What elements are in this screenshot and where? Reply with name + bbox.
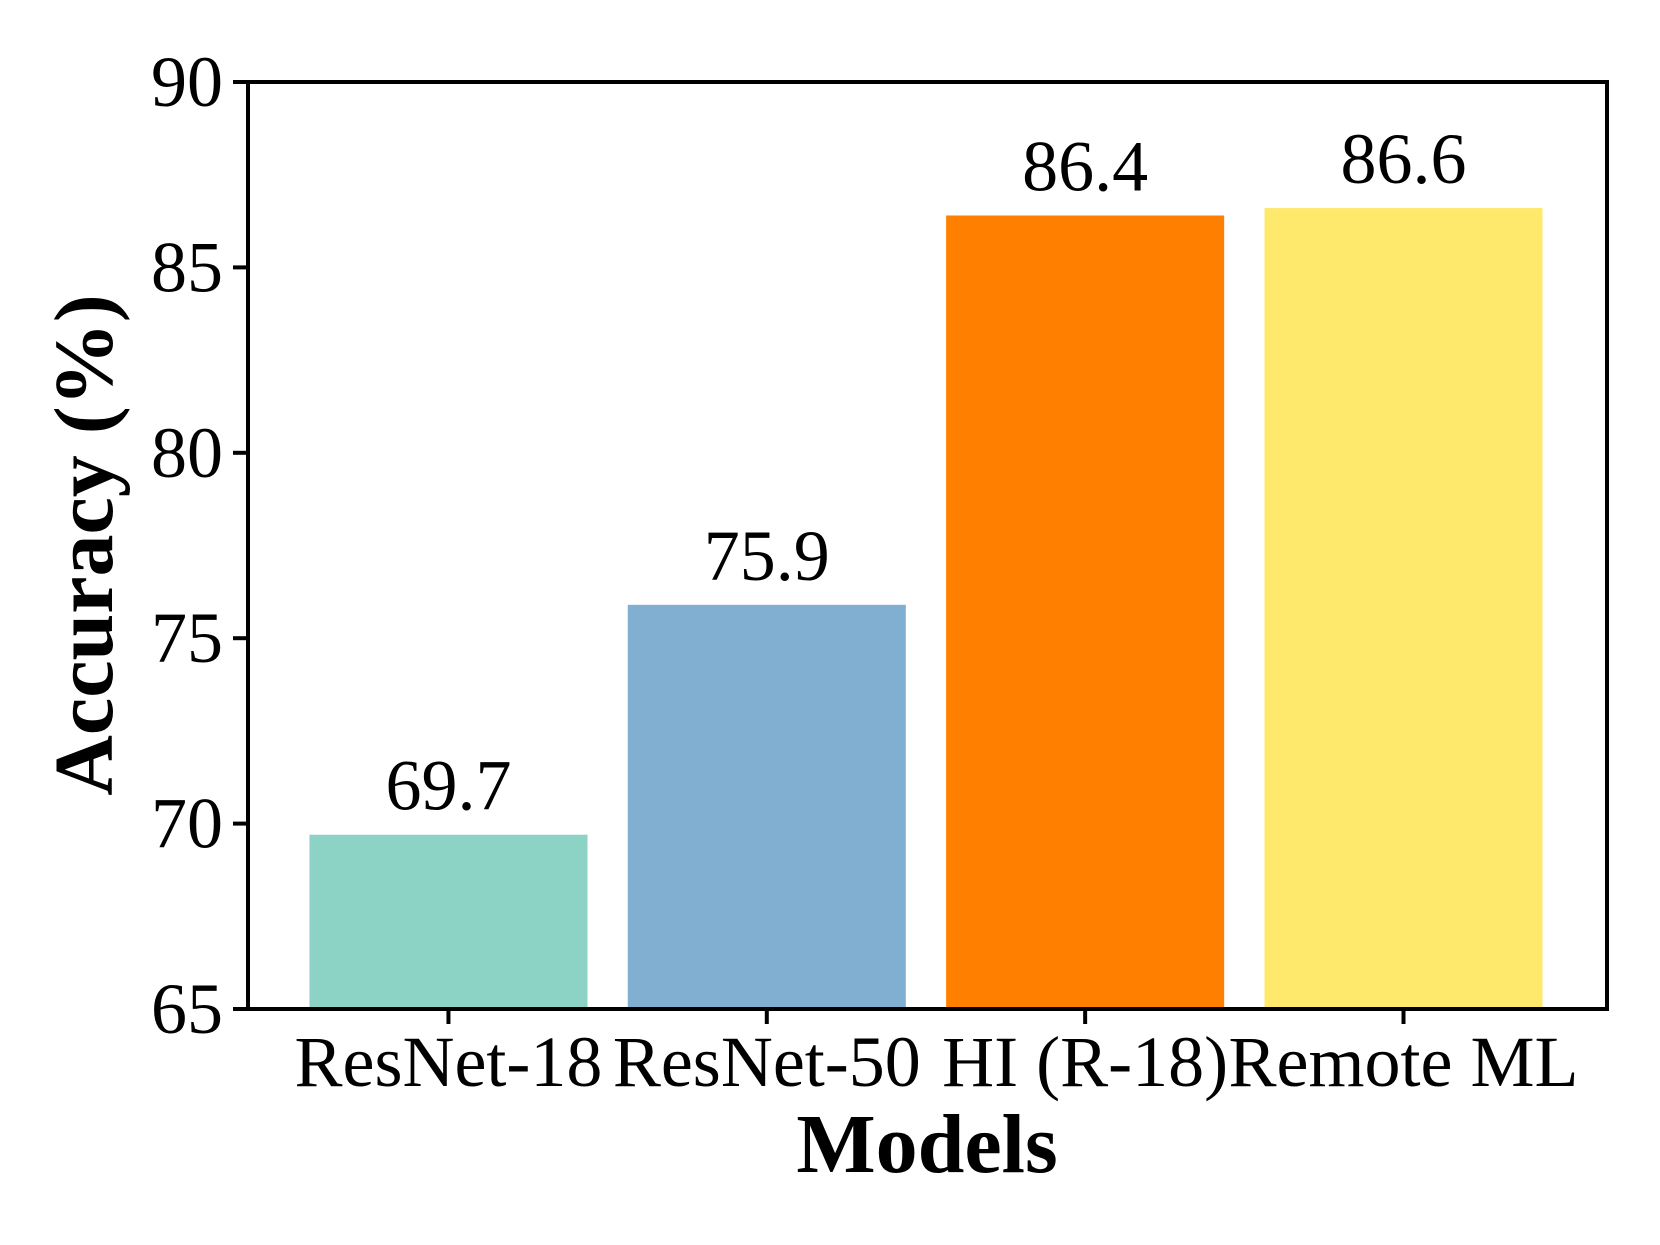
x-tick-label-hi-r-18: HI (R-18) [942, 1022, 1228, 1102]
x-tick-label-resnet-18: ResNet-18 [294, 1022, 602, 1102]
y-axis-label: Accuracy (%) [38, 294, 131, 795]
y-tick-label-80: 80 [151, 413, 223, 493]
bar-value-label-remote-ml: 86.6 [1340, 119, 1466, 199]
y-tick-label-65: 65 [151, 969, 223, 1049]
y-axis-ticks-group: 65 70 75 80 85 90 [151, 42, 248, 1049]
x-axis-ticks-group: ResNet-18 ResNet-50 HI (R-18) Remote ML [294, 1009, 1578, 1102]
bar-resnet-18 [309, 834, 588, 1009]
x-axis-label: Models [796, 1098, 1057, 1191]
bar-value-label-resnet-50: 75.9 [704, 516, 830, 596]
x-tick-label-remote-ml: Remote ML [1229, 1022, 1579, 1102]
bar-value-labels-group: 69.7 75.9 86.4 86.6 [385, 119, 1466, 826]
y-tick-label-90: 90 [151, 42, 223, 122]
y-tick-label-70: 70 [151, 784, 223, 864]
bar-remote-ml [1264, 208, 1543, 1009]
bar-value-label-hi-r-18: 86.4 [1022, 126, 1148, 206]
plot-frame [246, 80, 1609, 1011]
bar-resnet-50 [627, 604, 906, 1009]
bar-value-label-resnet-18: 69.7 [385, 746, 511, 826]
bar-hi-r-18 [946, 215, 1225, 1009]
y-tick-label-75: 75 [151, 598, 223, 678]
bars-group [309, 208, 1543, 1009]
x-tick-label-resnet-50: ResNet-50 [613, 1022, 921, 1102]
y-tick-label-85: 85 [151, 227, 223, 307]
